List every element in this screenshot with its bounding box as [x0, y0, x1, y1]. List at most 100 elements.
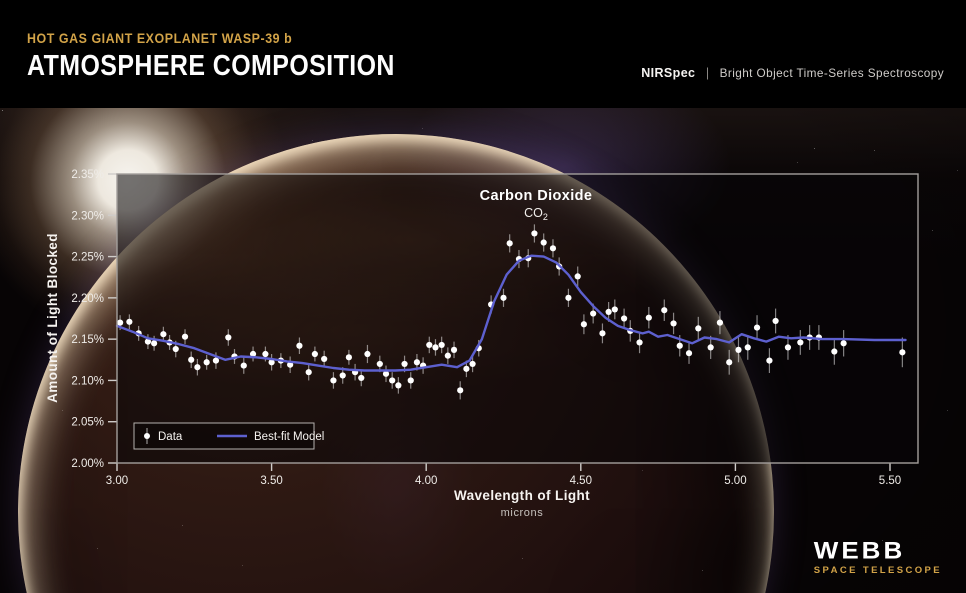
- instrument-name: NIRSpec: [641, 66, 696, 80]
- data-point: [364, 350, 371, 358]
- x-tick-label: 4.50: [570, 475, 592, 487]
- data-series: [116, 224, 906, 400]
- data-point: [401, 360, 408, 368]
- observation-mode: Bright Object Time-Series Spectroscopy: [719, 66, 944, 80]
- annotation-co2-formula: CO2: [524, 206, 548, 222]
- data-point: [549, 245, 557, 252]
- x-tick-label: 4.00: [415, 475, 437, 487]
- x-tick-label: 5.50: [879, 475, 901, 487]
- data-point: [407, 377, 414, 384]
- subtitle-exoplanet: HOT GAS GIANT EXOPLANET WASP-39 b: [27, 31, 293, 46]
- data-point: [744, 344, 751, 351]
- data-point: [438, 341, 445, 349]
- webb-logo-text: WEBB: [813, 536, 906, 564]
- data-point: [707, 344, 714, 351]
- y-tick-label: 2.30%: [71, 210, 104, 222]
- data-point: [840, 340, 847, 347]
- data-point: [345, 354, 352, 361]
- data-point: [735, 346, 742, 353]
- data-point: [500, 294, 507, 301]
- data-point: [531, 230, 538, 237]
- data-point: [212, 357, 220, 364]
- data-point: [172, 345, 179, 353]
- x-tick-label: 3.50: [260, 475, 282, 487]
- instrument-caption: NIRSpec | Bright Object Time-Series Spec…: [641, 66, 944, 80]
- data-point: [590, 310, 597, 317]
- data-point: [450, 346, 458, 353]
- data-point: [413, 359, 421, 366]
- data-point: [444, 352, 451, 359]
- data-point: [506, 240, 513, 247]
- data-point: [151, 340, 158, 347]
- data-point: [296, 342, 303, 349]
- data-point: [661, 307, 668, 314]
- data-point: [676, 342, 683, 349]
- data-point: [240, 362, 247, 369]
- page-title: ATMOSPHERE COMPOSITION: [27, 50, 395, 82]
- data-point: [382, 370, 390, 377]
- plot-area: [117, 174, 918, 463]
- plot-border: [116, 173, 919, 464]
- legend-data-point-icon: [144, 433, 150, 439]
- data-point: [432, 344, 439, 351]
- y-tick-label: 2.00%: [71, 458, 104, 470]
- data-point: [358, 374, 365, 382]
- data-point: [797, 339, 804, 346]
- data-point: [203, 359, 210, 366]
- data-point: [188, 356, 195, 363]
- data-point: [389, 377, 396, 384]
- data-point: [311, 350, 318, 358]
- data-point: [287, 361, 294, 368]
- x-tick-label: 5.00: [724, 475, 746, 487]
- data-point: [766, 357, 773, 364]
- x-axis-unit: microns: [501, 507, 544, 519]
- y-tick-label: 2.05%: [71, 417, 104, 429]
- data-point: [784, 344, 792, 351]
- data-point: [395, 382, 402, 389]
- data-point: [457, 387, 464, 394]
- data-point: [194, 364, 201, 371]
- data-point: [620, 315, 628, 322]
- data-point: [144, 338, 152, 345]
- data-point: [685, 350, 693, 357]
- y-tick-label: 2.35%: [71, 169, 104, 181]
- data-point: [695, 325, 702, 332]
- data-point: [463, 365, 470, 372]
- data-point: [772, 317, 779, 325]
- data-point: [565, 294, 572, 301]
- data-point: [268, 359, 275, 366]
- separator-bar: |: [705, 66, 710, 80]
- data-point: [426, 341, 433, 349]
- x-tick-label: 3.00: [106, 475, 128, 487]
- y-tick-label: 2.25%: [71, 252, 104, 264]
- background-stars: [2, 110, 3, 111]
- data-point: [753, 324, 761, 331]
- y-tick-label: 2.15%: [71, 334, 104, 346]
- data-point: [116, 319, 124, 326]
- data-point: [181, 333, 189, 340]
- data-point: [716, 319, 724, 326]
- y-axis-title: Amount of Light Blocked: [45, 233, 60, 403]
- best-fit-model-line: [115, 254, 907, 372]
- data-point: [540, 239, 547, 246]
- data-point: [580, 321, 587, 328]
- data-point: [330, 377, 337, 384]
- legend-data-label: Data: [158, 431, 183, 443]
- data-point: [670, 320, 677, 327]
- data-point: [726, 359, 733, 366]
- data-point: [249, 350, 257, 358]
- data-point: [645, 314, 652, 321]
- webb-logo-subtext: SPACE TELESCOPE: [813, 565, 942, 576]
- data-point: [262, 350, 269, 358]
- y-tick-label: 2.10%: [71, 375, 104, 387]
- x-axis-ticks: 3.00 3.50 4.00 4.50 5.00 5.50: [106, 463, 901, 487]
- webb-logo: WEBB SPACE TELESCOPE: [814, 536, 942, 576]
- data-point: [605, 308, 612, 315]
- data-point: [160, 331, 167, 338]
- y-tick-label: 2.20%: [71, 293, 104, 305]
- data-point: [599, 330, 606, 337]
- data-point: [574, 273, 581, 280]
- data-point: [376, 360, 383, 368]
